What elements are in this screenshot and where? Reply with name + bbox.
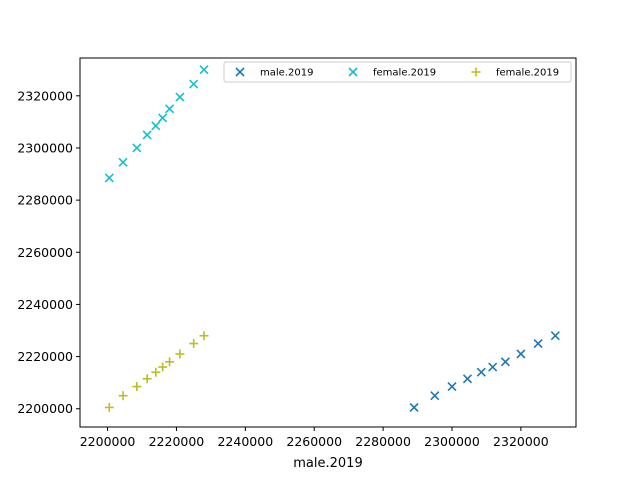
plot-frame: [79, 57, 577, 428]
x-tick-label: 2240000: [217, 434, 273, 449]
legend-entry-label: female.2019: [373, 68, 436, 79]
y-tick-label: 2240000: [17, 297, 73, 312]
data-point-series-2: [199, 331, 209, 341]
data-point-series-1: [142, 130, 152, 140]
data-point-series-0: [476, 367, 486, 377]
y-tick-label: 2260000: [17, 245, 73, 260]
y-axis: 2200000 2220000 2240000 2260000 2280000 23000…: [17, 88, 80, 416]
x-tick-label: 2260000: [286, 434, 342, 449]
legend-entry-label: female.2019: [496, 68, 559, 79]
y-tick-label: 2200000: [17, 401, 73, 416]
data-point-series-2: [132, 382, 142, 392]
data-point-series-1: [199, 65, 209, 75]
y-tick-label: 2220000: [17, 349, 73, 364]
data-point-series-2: [175, 349, 185, 359]
data-point-series-1: [158, 113, 168, 123]
data-point-series-1: [189, 79, 199, 89]
data-point-series-2: [142, 374, 152, 384]
legend: male.2019 female.2019 female.2019: [223, 61, 572, 83]
y-tick-label: 2320000: [17, 88, 73, 103]
data-point-series-1: [151, 121, 161, 131]
data-point-series-2: [158, 362, 168, 372]
data-point-series-1: [118, 157, 128, 167]
data-point-series-0: [550, 331, 560, 341]
x-tick-label: 2220000: [149, 434, 205, 449]
data-point-series-0: [533, 338, 543, 349]
data-point-series-0: [516, 349, 526, 359]
data-point-series-2: [104, 402, 114, 412]
data-point-series-1: [132, 143, 142, 153]
y-tick-label: 2280000: [17, 193, 73, 208]
data-point-series-0: [500, 357, 510, 367]
data-point-series-0: [462, 374, 473, 384]
legend-marker: [348, 67, 358, 77]
data-point-series-0: [430, 391, 440, 401]
data-point-series-0: [488, 362, 498, 372]
data-point-series-2: [165, 357, 175, 367]
data-point-series-1: [104, 173, 114, 183]
legend-marker: [471, 67, 481, 77]
legend-marker: [235, 67, 245, 77]
data-marks: [104, 65, 560, 413]
data-point-series-2: [189, 339, 199, 349]
y-tick-label: 2300000: [17, 140, 73, 155]
x-tick-label: 2320000: [493, 434, 549, 449]
data-point-series-1: [175, 92, 185, 102]
x-axis-label: male.2019: [293, 456, 362, 471]
legend-entry-label: male.2019: [260, 68, 313, 79]
data-point-series-0: [447, 382, 457, 392]
x-tick-label: 2300000: [424, 434, 480, 449]
data-point-series-0: [409, 402, 419, 413]
data-point-series-2: [118, 391, 128, 401]
x-tick-label: 2200000: [80, 434, 136, 449]
x-tick-label: 2280000: [355, 434, 411, 449]
data-point-series-1: [164, 104, 175, 114]
legend-frame: [223, 61, 572, 83]
data-point-series-2: [151, 367, 161, 377]
x-axis: 2200000 2220000 2240000 2260000 2280000 23000…: [80, 427, 549, 449]
